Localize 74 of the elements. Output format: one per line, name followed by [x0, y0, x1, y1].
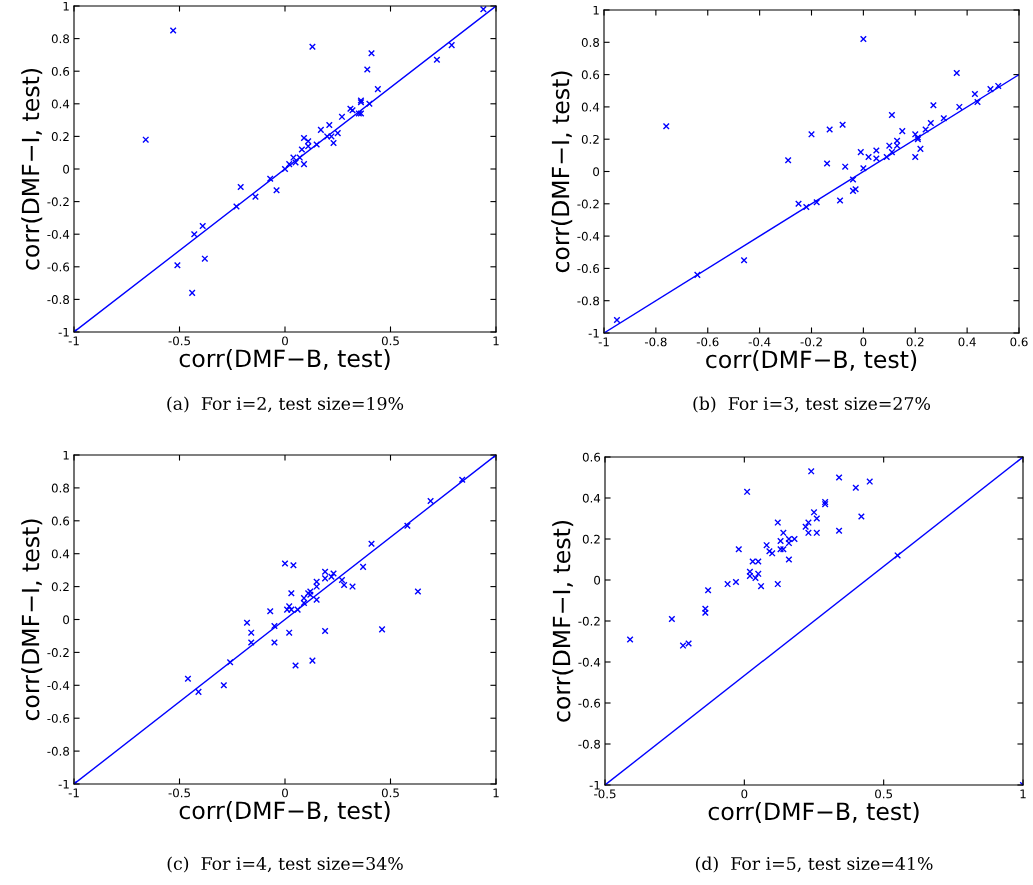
x-tick-label: -0.5 — [168, 336, 190, 346]
x-tick-label: -0.4 — [748, 337, 771, 347]
y-tick-label: -0.8 — [47, 746, 70, 756]
y-tick-label: -1 — [589, 780, 600, 790]
y-tick-label: -0.4 — [47, 229, 70, 239]
y-tick-label: 0.2 — [582, 534, 600, 544]
y-tick-label: -0.6 — [47, 262, 70, 272]
y-tick-label: 1 — [593, 5, 599, 15]
y-tick-label: -0.2 — [578, 616, 600, 626]
y-tick-label: 0 — [63, 615, 70, 625]
y-tick-label: 0 — [593, 167, 600, 177]
y-tick-label: 0.2 — [581, 134, 599, 144]
y-axis-title: corr(DMF−I, test) — [551, 71, 573, 273]
y-tick-label: 1 — [63, 1, 69, 11]
x-tick-label: 0.5 — [875, 789, 893, 799]
y-tick-label: 1 — [63, 450, 69, 460]
y-tick-label: -0.4 — [47, 681, 70, 690]
y-tick-label: 0.2 — [51, 582, 69, 592]
text: (a) For i=2, test size=19% — [167, 396, 404, 413]
x-axis-title: corr(DMF−B, test) — [706, 350, 917, 372]
y-tick-label: 0.8 — [581, 38, 600, 47]
x-tick-label: 0.5 — [381, 788, 399, 798]
x-tick-label: -0.5 — [594, 789, 616, 799]
x-tick-label: 0 — [282, 336, 288, 346]
x-tick-label: 1 — [1020, 789, 1026, 799]
x-tick-label: 0.4 — [958, 337, 976, 347]
x-tick-label: -0.2 — [800, 337, 822, 347]
x-tick-label: 1 — [493, 336, 499, 346]
y-tick-label: 0 — [63, 164, 70, 174]
x-tick-label: 0 — [282, 788, 288, 798]
y-axis-title: corr(DMF−I, test) — [21, 519, 43, 721]
y-tick-label: -1 — [58, 327, 69, 337]
y-tick-label: -0.6 — [47, 713, 70, 723]
x-tick-label: 1 — [493, 788, 499, 798]
text: (b) For i=3, test size=27% — [693, 396, 930, 413]
y-tick-label: 0.2 — [51, 132, 69, 142]
x-tick-label: 0 — [860, 337, 867, 347]
y-tick-label: -0.2 — [47, 197, 69, 207]
y-tick-label: -0.6 — [578, 698, 601, 708]
x-tick-label: -0.5 — [168, 788, 190, 798]
y-tick-label: 0 — [594, 575, 601, 585]
x-tick-label: -0.6 — [696, 337, 719, 347]
x-tick-label: 0.5 — [381, 336, 399, 346]
y-tick-label: -0.4 — [577, 231, 600, 241]
y-tick-label: 0.6 — [51, 516, 70, 526]
y-tick-label: -0.8 — [47, 295, 70, 305]
y-tick-label: -1 — [58, 779, 69, 789]
y-tick-label: -0.2 — [577, 199, 599, 209]
y-tick-label: 0.6 — [51, 66, 70, 76]
text: (d) For i=5, test size=41% — [695, 856, 933, 873]
y-tick-label: 0.4 — [581, 102, 600, 112]
y-tick-label: -0.8 — [577, 296, 600, 306]
text: (c) For i=4, test size=34% — [167, 856, 403, 873]
y-tick-label: -0.8 — [578, 739, 601, 749]
y-tick-label: 0.4 — [51, 549, 70, 559]
y-axis-title: corr(DMF−I, test) — [21, 68, 43, 270]
y-tick-label: -0.4 — [578, 657, 601, 667]
x-axis-title: corr(DMF−B, test) — [179, 349, 390, 371]
y-tick-label: -0.2 — [47, 648, 69, 658]
y-tick-label: 0.6 — [582, 452, 601, 462]
y-tick-label: 0.4 — [582, 493, 601, 503]
x-axis-title: corr(DMF−B, test) — [179, 801, 390, 823]
x-tick-label: 0 — [741, 789, 748, 799]
y-axis-title: corr(DMF−I, test) — [552, 520, 574, 722]
x-tick-label: 0.2 — [906, 337, 924, 347]
y-tick-label: -1 — [588, 328, 599, 338]
y-tick-label: -0.6 — [577, 264, 600, 274]
y-tick-label: 0.4 — [51, 99, 70, 109]
x-tick-label: 0.6 — [1010, 337, 1028, 347]
x-axis-title: corr(DMF−B, test) — [708, 802, 919, 824]
x-tick-label: -0.8 — [644, 337, 667, 347]
y-tick-label: 0.8 — [51, 483, 70, 493]
y-tick-label: 0.6 — [581, 70, 600, 80]
y-tick-label: 0.8 — [51, 34, 70, 44]
